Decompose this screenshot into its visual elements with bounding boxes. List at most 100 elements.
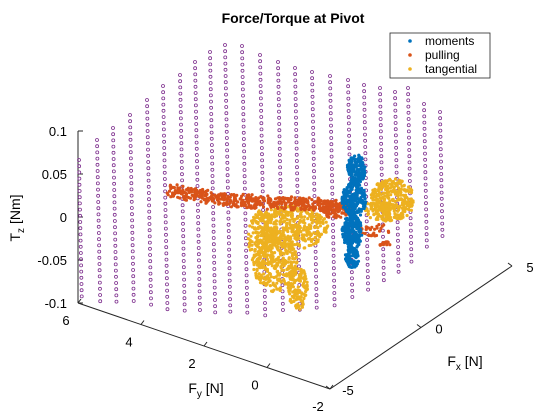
grid-point — [114, 299, 119, 304]
grid-point — [211, 205, 216, 209]
moments-point — [354, 260, 358, 264]
tangential-point — [316, 238, 320, 242]
tangential-point — [250, 258, 254, 262]
moments-point — [357, 242, 361, 246]
y-tick-label: -2 — [312, 399, 324, 414]
grid-point — [277, 109, 281, 114]
grid-point — [197, 264, 201, 269]
tangential-point — [275, 264, 279, 268]
tangential-point — [263, 266, 267, 270]
pulling-point — [379, 226, 383, 230]
tangential-point — [302, 237, 306, 241]
grid-point — [129, 206, 134, 210]
tangential-point — [406, 197, 410, 201]
grid-point — [277, 122, 282, 126]
z-tick-label: -0.1 — [45, 296, 67, 311]
grid-point — [277, 153, 282, 157]
grid-point — [77, 158, 81, 162]
tangential-point — [290, 300, 294, 304]
grid-point — [407, 135, 411, 140]
z-tick-label: 0.1 — [49, 124, 67, 139]
moments-point — [349, 159, 354, 163]
moments-point — [347, 207, 351, 212]
grid-point — [314, 268, 318, 273]
grid-point — [311, 150, 316, 155]
tangential-point — [268, 240, 272, 244]
grid-point — [378, 98, 383, 103]
tangential-point — [249, 234, 253, 238]
tangential-point — [375, 204, 379, 208]
grid-point — [223, 55, 228, 60]
grid-point — [242, 180, 247, 185]
grid-point — [378, 86, 382, 90]
tangential-point — [264, 281, 268, 285]
grid-point — [296, 258, 301, 263]
grid-point — [293, 66, 297, 70]
grid-point — [182, 302, 187, 307]
grid-point — [78, 232, 83, 237]
pulling-point — [260, 202, 264, 206]
grid-point — [393, 121, 398, 125]
grid-point — [163, 208, 168, 212]
tangential-point — [264, 261, 268, 266]
grid-point — [148, 284, 153, 288]
grid-point — [98, 286, 102, 291]
grid-point — [128, 150, 133, 155]
tangential-point — [267, 216, 271, 220]
grid-point — [331, 235, 336, 240]
tangential-point — [279, 217, 283, 221]
grid-point — [180, 178, 185, 183]
tangential-point — [272, 228, 276, 232]
grid-point — [180, 215, 185, 220]
grid-point — [113, 256, 118, 261]
grid-point — [277, 140, 282, 145]
tangential-point — [385, 190, 389, 194]
grid-point — [245, 298, 249, 303]
tangential-point — [280, 212, 284, 217]
moments-point — [351, 210, 355, 214]
grid-point — [313, 256, 318, 260]
pulling-point — [213, 193, 217, 197]
grid-point — [146, 166, 151, 171]
tangential-point — [251, 231, 255, 235]
tangential-point — [407, 207, 411, 211]
grid-point — [164, 263, 169, 268]
grid-point — [241, 130, 246, 135]
moments-point — [350, 197, 354, 201]
grid-point — [161, 121, 166, 126]
grid-point — [128, 137, 133, 142]
tangential-point — [305, 287, 309, 291]
tangential-point — [301, 302, 305, 306]
pulling-point — [200, 196, 205, 200]
grid-point — [295, 165, 299, 170]
grid-point — [277, 115, 282, 120]
grid-point — [130, 255, 135, 260]
tangential-point — [268, 284, 272, 288]
grid-point — [365, 238, 370, 242]
tangential-point — [279, 235, 283, 239]
grid-point — [114, 287, 119, 292]
tangential-point — [288, 219, 292, 224]
tangential-point — [267, 245, 271, 249]
grid-point — [394, 139, 398, 144]
grid-point — [225, 179, 230, 184]
pulling-point — [368, 227, 372, 232]
tangential-point — [296, 236, 301, 241]
y-axis-ticks: 6 4 2 0 -2 — [62, 298, 334, 414]
tangential-point — [294, 298, 298, 302]
tangential-point — [269, 258, 274, 262]
grid-point — [178, 91, 183, 96]
grid-point — [210, 180, 215, 185]
tangential-point — [263, 247, 267, 251]
moments-point — [360, 191, 364, 195]
grid-point — [195, 202, 200, 207]
grid-point — [294, 152, 299, 157]
moments-point — [358, 156, 362, 160]
pulling-point — [252, 204, 257, 208]
grid-point — [146, 184, 151, 189]
grid-point — [164, 239, 169, 243]
tangential-point — [287, 256, 291, 260]
tangential-point — [407, 185, 411, 189]
grid-point — [227, 266, 232, 271]
grid-point — [366, 287, 370, 292]
